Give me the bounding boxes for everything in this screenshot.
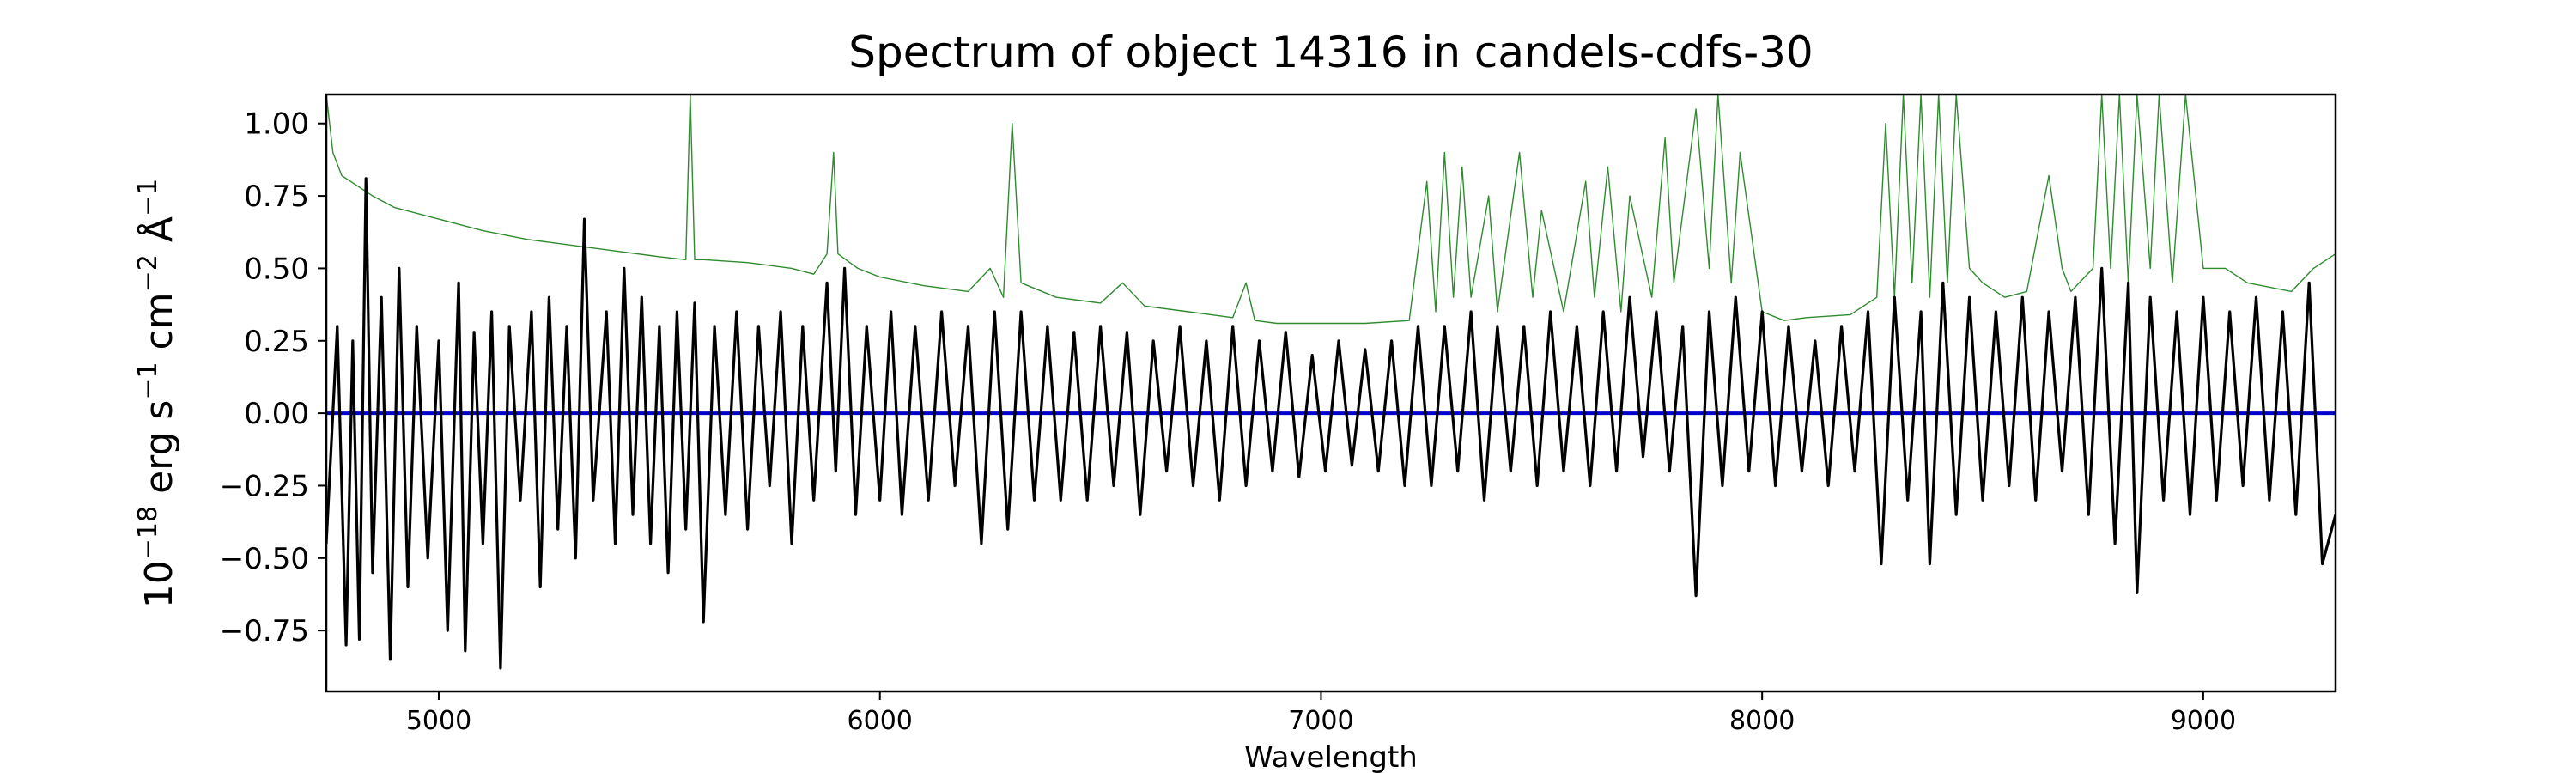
y-tick-label: −0.25 bbox=[220, 469, 309, 503]
series-line-flux bbox=[326, 177, 2336, 670]
x-axis-label: Wavelength bbox=[1244, 740, 1418, 773]
plot-area bbox=[325, 93, 2337, 693]
x-axis: 5000 6000 7000 8000 9000 bbox=[406, 691, 2236, 736]
x-tick-label: 6000 bbox=[848, 706, 913, 736]
x-tick-label: 5000 bbox=[406, 706, 471, 736]
y-tick-label: −0.50 bbox=[220, 542, 309, 576]
y-tick-label: 0.50 bbox=[244, 252, 309, 286]
y-tick-label: 0.00 bbox=[244, 397, 309, 431]
y-axis: −0.75 −0.50 −0.25 0.00 0.25 0.50 0.75 1.00 bbox=[220, 107, 326, 648]
y-tick-label: 1.00 bbox=[244, 107, 309, 142]
y-tick-label: −0.75 bbox=[220, 614, 309, 648]
chart-title: Spectrum of object 14316 in candels-cdfs… bbox=[848, 27, 1814, 77]
y-tick-label: 0.25 bbox=[244, 325, 309, 359]
x-tick-label: 8000 bbox=[1729, 706, 1795, 736]
y-tick-label: 0.75 bbox=[244, 180, 309, 214]
series-line-error bbox=[326, 94, 2336, 325]
y-axis-label: 10−18 erg s−1 cm−2 Å−1 bbox=[133, 179, 181, 608]
x-tick-label: 7000 bbox=[1288, 706, 1353, 736]
x-tick-label: 9000 bbox=[2171, 706, 2236, 736]
plot-frame bbox=[325, 93, 2337, 693]
